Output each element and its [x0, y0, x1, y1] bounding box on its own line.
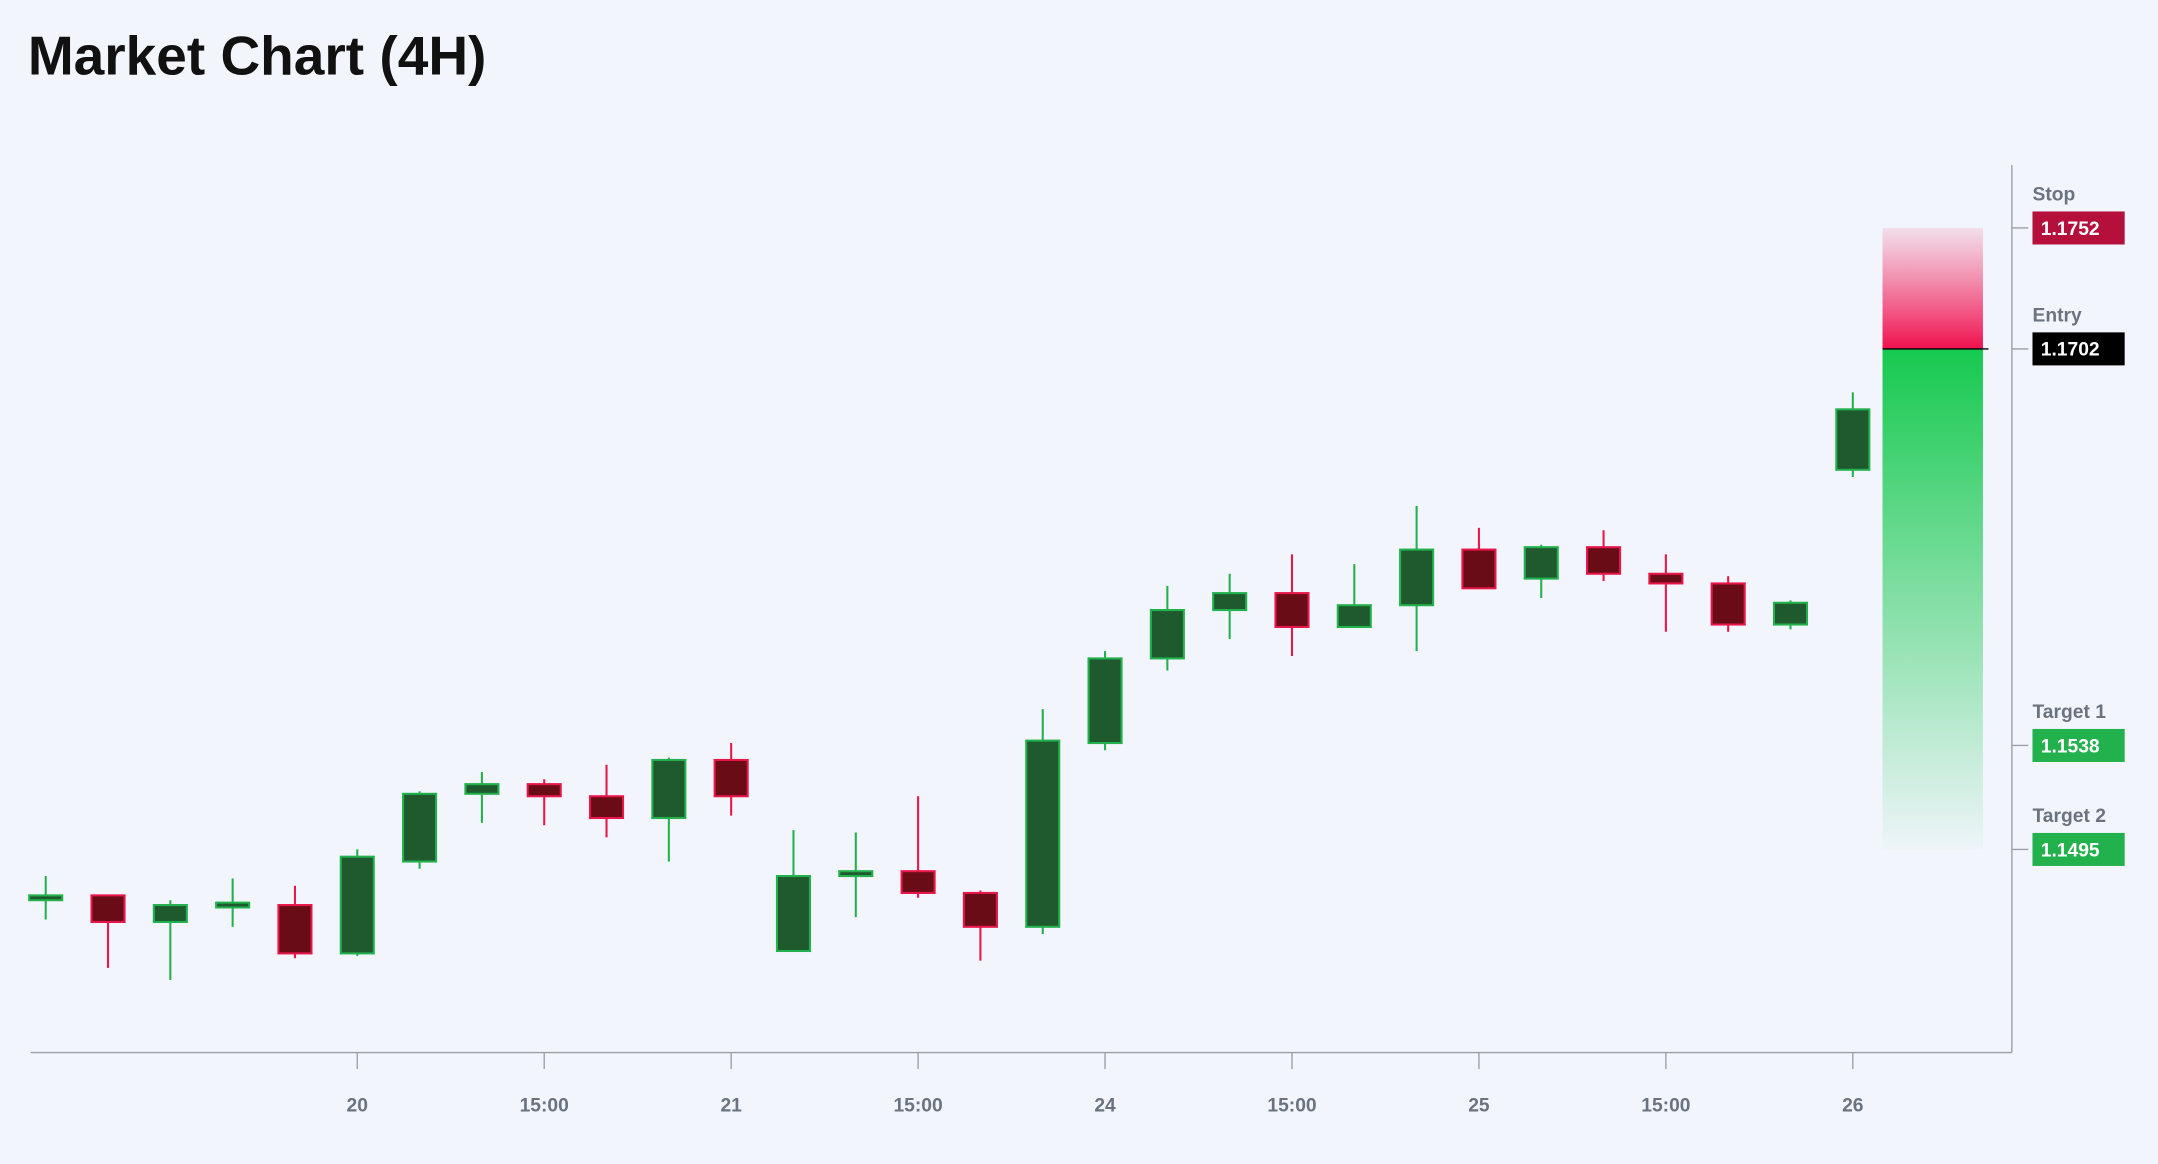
- candle-body: [339, 855, 375, 955]
- level-badge: [2032, 332, 2125, 366]
- x-tick-label: 21: [720, 1096, 742, 1117]
- chart-title: Market Chart (4H): [28, 24, 487, 86]
- level-badge: [2032, 832, 2125, 866]
- x-tick-label: 26: [1842, 1096, 1864, 1117]
- level-value: 1.1538: [2041, 736, 2100, 757]
- reward-zone: [1882, 348, 1983, 850]
- candle-body: [1274, 592, 1310, 628]
- x-tick-label: 20: [347, 1096, 368, 1117]
- risk-zone: [1882, 227, 1983, 349]
- candle-body: [1461, 548, 1497, 590]
- level-value: 1.1752: [2041, 219, 2100, 240]
- candle-body: [1523, 546, 1559, 580]
- level-badge: [2032, 728, 2125, 762]
- candle-body: [713, 758, 749, 798]
- candle-body: [526, 783, 562, 798]
- candle-body: [775, 874, 812, 953]
- candle-body: [962, 891, 998, 928]
- level-value: 1.1702: [2041, 340, 2100, 361]
- candle-body: [1835, 408, 1871, 471]
- candle-body: [900, 870, 936, 894]
- candle-body: [1710, 582, 1746, 626]
- level-badge: [2032, 211, 2125, 245]
- candle-body: [1149, 609, 1185, 660]
- x-tick-label: 24: [1094, 1096, 1116, 1117]
- candle-body: [1648, 572, 1684, 585]
- candle-body: [1336, 604, 1372, 628]
- candle-body: [215, 901, 251, 909]
- level-name: Target 1: [2032, 702, 2106, 723]
- candle-body: [1772, 601, 1809, 626]
- x-tick-label: 25: [1468, 1096, 1490, 1117]
- candle-body: [90, 894, 126, 924]
- level-name: Target 2: [2032, 806, 2105, 827]
- candle-body: [277, 904, 313, 955]
- candle-body: [464, 783, 500, 795]
- level-value: 1.1495: [2041, 840, 2100, 861]
- candle-body: [1399, 548, 1435, 607]
- candle-body: [588, 795, 625, 820]
- candle-body: [402, 792, 438, 863]
- x-tick-label: 15:00: [1267, 1096, 1316, 1117]
- candle-body: [1212, 592, 1248, 612]
- candle-body: [28, 894, 64, 902]
- candle-body: [1586, 546, 1622, 575]
- candle-body: [1025, 739, 1061, 928]
- x-tick-label: 15:00: [1641, 1096, 1690, 1117]
- candle-body: [152, 904, 188, 924]
- candle-body: [651, 758, 687, 820]
- candle-body: [1087, 657, 1123, 745]
- x-tick-label: 15:00: [520, 1096, 569, 1117]
- candle-body: [838, 870, 874, 878]
- x-tick-label: 15:00: [893, 1096, 942, 1117]
- level-name: Stop: [2032, 184, 2075, 205]
- level-name: Entry: [2032, 305, 2082, 326]
